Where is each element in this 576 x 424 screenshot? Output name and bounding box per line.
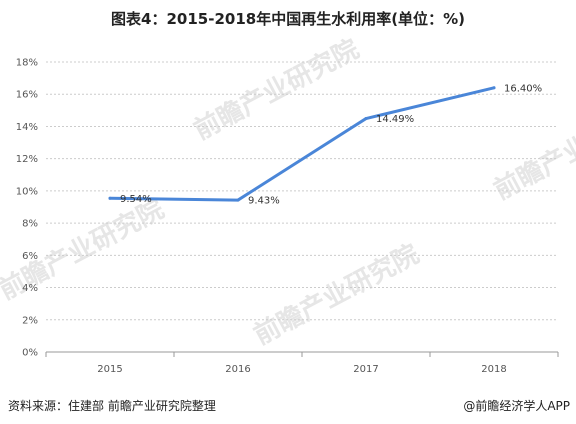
y-tick-label: 16% [16,90,38,101]
x-tick-label: 2017 [353,364,378,375]
x-tick-label: 2018 [481,364,506,375]
source-note: 资料来源：住建部 前瞻产业研究院整理 [8,399,216,413]
series-line [108,86,496,202]
y-tick-label: 8% [22,219,38,230]
data-label: 9.43% [248,196,280,207]
x-tick-label: 2016 [225,364,250,375]
data-label: 9.54% [120,194,152,205]
y-tick-label: 2% [22,315,38,326]
data-point [364,117,368,121]
data-point [108,196,112,200]
data-point [236,198,240,202]
watermark-layer: 前瞻产业研究院 前瞻产业研究院 前瞻产业研究院 前瞻产业研究院 [0,33,576,351]
brand-credit: @前瞻经济学人APP [463,399,570,413]
grid-layer [46,61,558,321]
x-tick-label: 2015 [97,364,122,375]
series-layer [108,86,496,202]
y-tick-label: 4% [22,283,38,294]
y-tick-label: 18% [16,58,38,69]
y-tick-label: 0% [22,348,38,359]
y-tick-label: 14% [16,122,38,133]
y-tick-label: 12% [16,154,38,165]
watermark-text: 前瞻产业研究院 [189,33,364,146]
data-label: 14.49% [376,114,414,125]
chart-title: 图表4：2015-2018年中国再生水利用率(单位：%) [111,10,465,28]
watermark-text: 前瞻产业研究院 [489,93,576,206]
axis-layer: 0% 2% 4% 6% 8% 10% 12% 14% 16% 18% 2015 2016 2017 201… [16,58,559,375]
y-tick-label: 10% [16,186,38,197]
data-point [492,86,496,90]
y-tick-label: 6% [22,251,38,262]
label-layer: 9.54% 9.43% 14.49% 16.40% [120,83,542,206]
data-label: 16.40% [504,83,542,94]
